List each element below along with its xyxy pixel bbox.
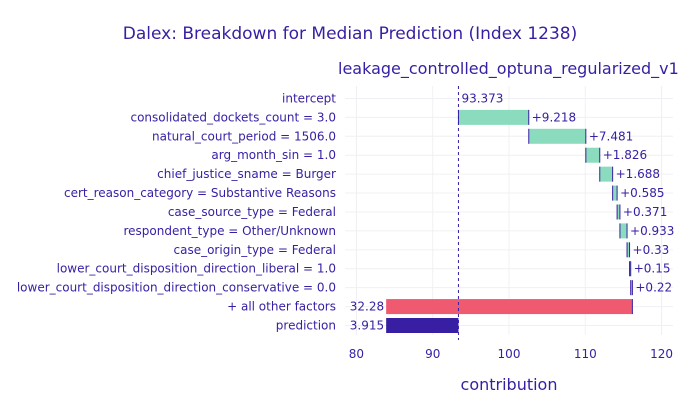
bar-increase [629,261,631,277]
data-label: +0.15 [634,262,671,276]
row-label: chief_justice_sname = Burger [157,167,336,181]
bar-decrease [386,299,633,315]
data-label: +0.933 [630,224,674,238]
x-tick-label: 100 [498,347,521,361]
row-label: lower_court_disposition_direction_libera… [57,262,336,276]
row-label: natural_court_period = 1506.0 [152,129,336,143]
row-label: respondent_type = Other/Unknown [124,224,337,238]
data-label: +1.688 [616,167,660,181]
row-label: case_origin_type = Federal [174,243,337,257]
data-label: +0.585 [620,186,664,200]
data-label: 93.373 [461,91,503,105]
x-axis-title: contribution [461,375,558,394]
row-label: intercept [282,91,336,105]
bar-increase [617,204,620,220]
bar-increase [458,109,529,125]
chart-subtitle: leakage_controlled_optuna_regularized_v1 [338,59,679,79]
x-tick-label: 110 [574,347,597,361]
bar-increase [528,128,586,144]
data-label: +9.218 [532,110,576,124]
data-label: +1.826 [603,148,647,162]
row-label: cert_reason_category = Substantive Reaso… [64,186,336,200]
chart-title: Dalex: Breakdown for Median Prediction (… [123,24,577,44]
row-label: consolidated_dockets_count = 3.0 [130,110,336,124]
bar-increase [599,166,613,182]
x-tick-label: 90 [425,347,440,361]
data-label: 3.915 [350,319,384,333]
bar-increase [585,147,600,163]
row-label: + all other factors [227,300,336,314]
bar-increase [627,242,630,258]
row-label: lower_court_disposition_direction_conser… [17,281,336,295]
row-label: arg_month_sin = 1.0 [211,148,336,162]
data-label: +7.481 [589,129,633,143]
bar-prediction [386,318,459,333]
x-tick-label: 80 [349,347,364,361]
bar-increase [619,223,628,239]
row-label: case_source_type = Federal [168,205,336,219]
data-label: +0.371 [623,205,667,219]
data-label: +0.33 [633,243,670,257]
label-layer: 80 90 100 110 120 intercept 93.373 consolidated… [17,91,675,361]
data-label: 32.28 [350,300,384,314]
x-tick-label: 120 [650,347,673,361]
row-label: prediction [276,319,336,333]
bar-layer [386,86,633,340]
bar-increase [630,280,633,296]
data-label: +0.22 [635,281,672,295]
bar-increase [612,185,618,201]
